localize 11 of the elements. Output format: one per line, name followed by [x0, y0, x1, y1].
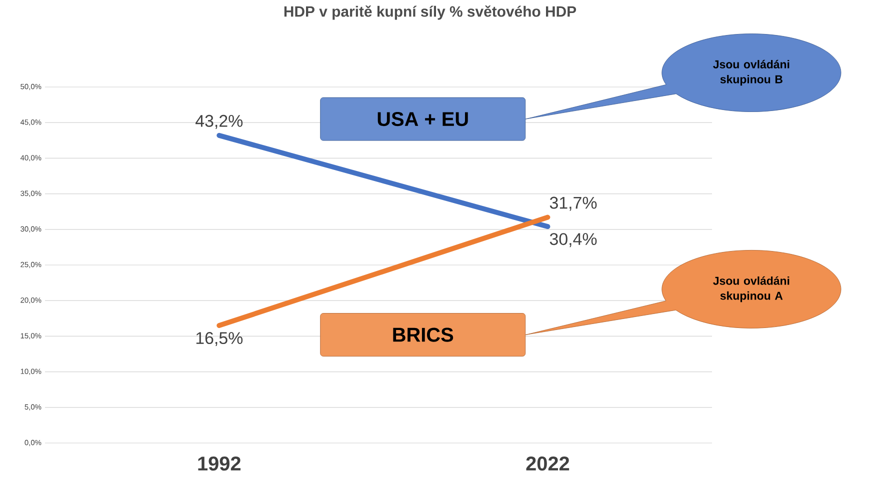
data-label: 31,7%	[550, 196, 597, 211]
chart-title: HDP v paritě kupní síly % světového HDP	[284, 6, 576, 20]
x-tick-label: 2022	[526, 456, 570, 471]
data-label: 16,5%	[196, 332, 243, 346]
text: Jsou ovládáni skupinou A	[713, 276, 790, 302]
data-label: 30,4%	[550, 233, 597, 248]
text: BRICS	[393, 328, 454, 342]
text: Jsou ovládáni skupinou B	[713, 60, 790, 86]
x-tick-label: 1992	[198, 456, 240, 471]
data-label: 43,2%	[196, 114, 243, 129]
text: USA + EU	[378, 112, 468, 126]
